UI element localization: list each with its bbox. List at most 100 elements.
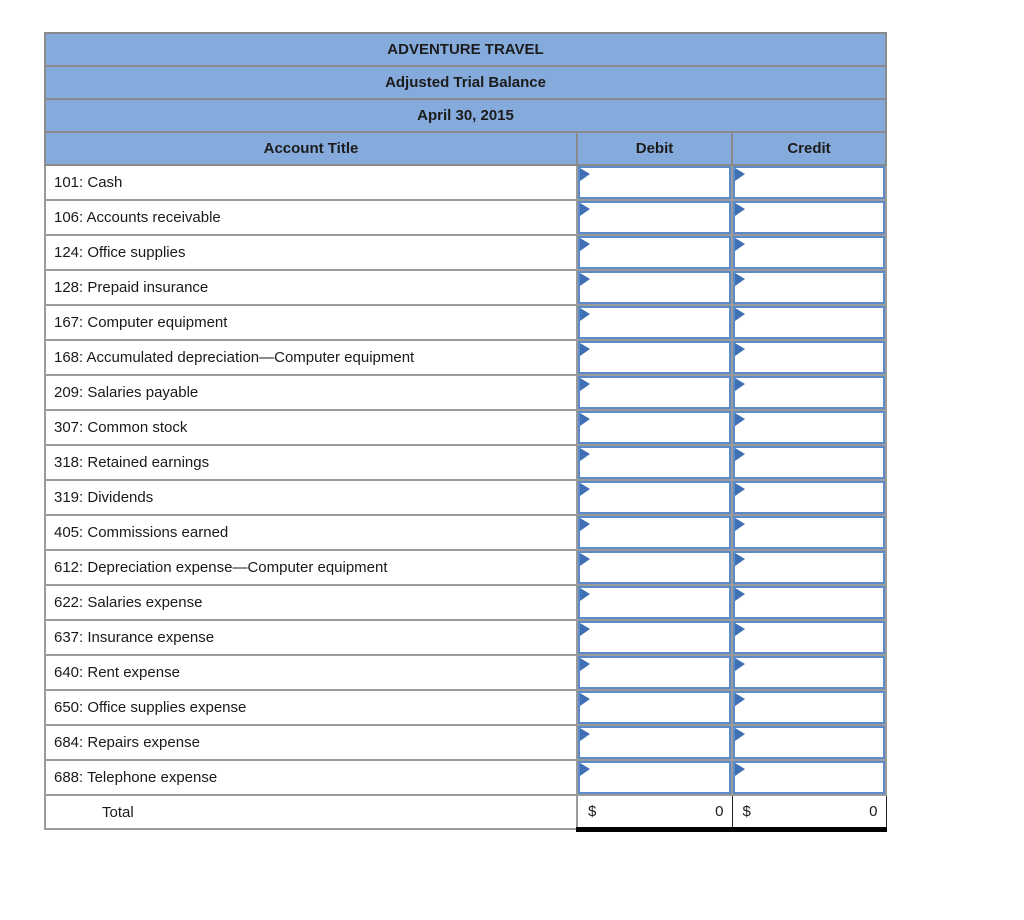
debit-cell	[577, 305, 733, 341]
debit-input[interactable]	[580, 588, 729, 617]
credit-input[interactable]	[735, 273, 884, 302]
debit-input-box[interactable]	[578, 166, 731, 199]
debit-input[interactable]	[580, 413, 729, 442]
credit-input-box[interactable]	[733, 271, 886, 304]
table-row: 101: Cash	[44, 165, 888, 201]
debit-input[interactable]	[580, 273, 729, 302]
credit-input-box[interactable]	[733, 411, 886, 444]
credit-input[interactable]	[735, 168, 884, 197]
debit-input-box[interactable]	[578, 481, 731, 514]
credit-input-box[interactable]	[733, 306, 886, 339]
debit-input[interactable]	[580, 168, 729, 197]
credit-input[interactable]	[735, 693, 884, 722]
debit-input[interactable]	[580, 658, 729, 687]
debit-input-box[interactable]	[578, 446, 731, 479]
debit-cell	[577, 480, 733, 516]
table-row: 128: Prepaid insurance	[44, 270, 888, 306]
debit-input-box[interactable]	[578, 761, 731, 794]
credit-input[interactable]	[735, 238, 884, 267]
credit-input-box[interactable]	[733, 621, 886, 654]
debit-input-box[interactable]	[578, 551, 731, 584]
credit-input-box[interactable]	[733, 516, 886, 549]
credit-input[interactable]	[735, 308, 884, 337]
debit-cell	[577, 270, 733, 306]
debit-input[interactable]	[580, 343, 729, 372]
credit-input[interactable]	[735, 553, 884, 582]
debit-input[interactable]	[580, 693, 729, 722]
statement-date-row: April 30, 2015	[43, 98, 888, 133]
debit-input-box[interactable]	[578, 656, 731, 689]
credit-cell	[732, 305, 888, 341]
account-title-label: 124: Office supplies	[44, 235, 578, 271]
credit-input-box[interactable]	[733, 341, 886, 374]
adjusted-trial-balance-table: ADVENTURE TRAVEL Adjusted Trial Balance …	[43, 32, 888, 832]
debit-input-box[interactable]	[578, 236, 731, 269]
credit-input[interactable]	[735, 658, 884, 687]
debit-cell	[577, 585, 733, 621]
debit-input[interactable]	[580, 308, 729, 337]
credit-input[interactable]	[735, 343, 884, 372]
table-row: 167: Computer equipment	[44, 305, 888, 341]
debit-input[interactable]	[580, 483, 729, 512]
total-debit-currency: $	[588, 802, 597, 820]
debit-input-box[interactable]	[578, 621, 731, 654]
credit-input-box[interactable]	[733, 201, 886, 234]
column-header-debit: Debit	[576, 131, 733, 166]
debit-cell	[577, 235, 733, 271]
statement-date: April 30, 2015	[43, 98, 888, 133]
account-title-label: 167: Computer equipment	[44, 305, 578, 341]
credit-input-box[interactable]	[733, 656, 886, 689]
credit-cell	[732, 340, 888, 376]
debit-input-box[interactable]	[578, 516, 731, 549]
credit-input[interactable]	[735, 728, 884, 757]
debit-input[interactable]	[580, 203, 729, 232]
debit-input[interactable]	[580, 623, 729, 652]
credit-input-box[interactable]	[733, 446, 886, 479]
credit-input[interactable]	[735, 378, 884, 407]
debit-input-box[interactable]	[578, 341, 731, 374]
credit-input-box[interactable]	[733, 726, 886, 759]
credit-input-box[interactable]	[733, 691, 886, 724]
debit-input-box[interactable]	[578, 726, 731, 759]
statement-title: Adjusted Trial Balance	[43, 65, 888, 100]
credit-input[interactable]	[735, 413, 884, 442]
company-title: ADVENTURE TRAVEL	[43, 32, 888, 67]
credit-input[interactable]	[735, 448, 884, 477]
debit-input[interactable]	[580, 448, 729, 477]
credit-input-box[interactable]	[733, 481, 886, 514]
debit-input-box[interactable]	[578, 586, 731, 619]
debit-input-box[interactable]	[578, 306, 731, 339]
debit-input-box[interactable]	[578, 691, 731, 724]
credit-cell	[732, 690, 888, 726]
debit-input[interactable]	[580, 728, 729, 757]
credit-input[interactable]	[735, 763, 884, 792]
credit-cell	[732, 165, 888, 201]
credit-cell	[732, 200, 888, 236]
credit-input-box[interactable]	[733, 236, 886, 269]
total-row: Total $ 0 $ 0	[44, 794, 887, 832]
credit-input[interactable]	[735, 518, 884, 547]
credit-input-box[interactable]	[733, 376, 886, 409]
debit-input[interactable]	[580, 238, 729, 267]
debit-input[interactable]	[580, 553, 729, 582]
credit-input-box[interactable]	[733, 761, 886, 794]
credit-input[interactable]	[735, 588, 884, 617]
debit-input-box[interactable]	[578, 201, 731, 234]
debit-input-box[interactable]	[578, 271, 731, 304]
credit-input[interactable]	[735, 483, 884, 512]
debit-input[interactable]	[580, 518, 729, 547]
credit-input-box[interactable]	[733, 166, 886, 199]
credit-cell	[732, 620, 888, 656]
debit-input[interactable]	[580, 763, 729, 792]
credit-input[interactable]	[735, 203, 884, 232]
credit-input-box[interactable]	[733, 551, 886, 584]
debit-cell	[577, 340, 733, 376]
credit-input-box[interactable]	[733, 586, 886, 619]
debit-input-box[interactable]	[578, 411, 731, 444]
debit-input[interactable]	[580, 378, 729, 407]
debit-input-box[interactable]	[578, 376, 731, 409]
table-row: 688: Telephone expense	[44, 760, 888, 796]
credit-input[interactable]	[735, 623, 884, 652]
company-title-row: ADVENTURE TRAVEL	[43, 32, 888, 67]
account-title-label: 106: Accounts receivable	[44, 200, 578, 236]
